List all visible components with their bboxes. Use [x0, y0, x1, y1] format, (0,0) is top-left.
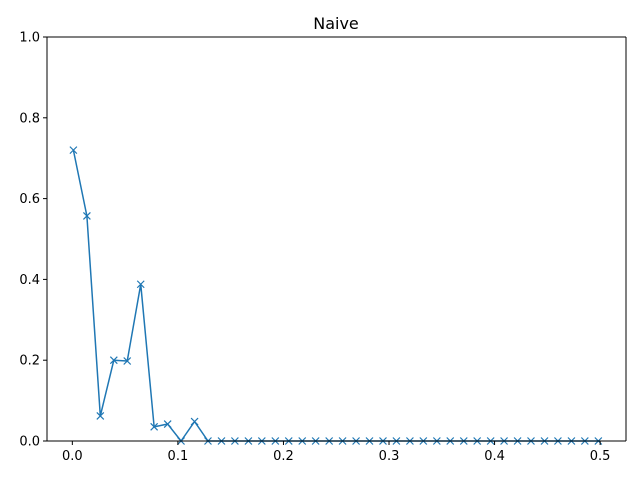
data-point-marker: [136, 280, 145, 289]
plot-background: [47, 37, 626, 441]
marker-stroke: [163, 420, 172, 428]
data-point-marker: [69, 146, 78, 155]
data-point-marker: [163, 420, 172, 428]
x-tick-label: 0.3: [379, 449, 400, 464]
chart-title: Naive: [313, 14, 359, 33]
x-tick-label: 0.5: [590, 449, 611, 464]
marker-stroke: [96, 412, 105, 420]
y-tick-label: 0.6: [19, 192, 40, 207]
x-tick-label: 0.2: [273, 449, 294, 464]
y-tick-label: 0.0: [19, 435, 40, 450]
data-point-marker: [123, 357, 132, 365]
data-point-marker: [150, 422, 159, 431]
marker-stroke: [82, 212, 91, 220]
data-point-marker: [190, 417, 199, 426]
y-tick-label: 0.8: [19, 111, 40, 126]
data-point-marker: [82, 212, 91, 220]
y-tick-label: 1.0: [19, 31, 40, 46]
plot-area: [47, 37, 626, 441]
marker-stroke: [190, 417, 199, 426]
x-tick-label: 0.1: [168, 449, 189, 464]
marker-stroke: [136, 280, 145, 289]
marker-stroke: [150, 422, 159, 431]
marker-stroke: [69, 146, 78, 155]
y-tick-label: 0.2: [19, 354, 40, 369]
marker-stroke: [123, 357, 132, 365]
axes-layer: 0.0 0.1 0.2 0.3 0.4 0.5 0.0 0.2 0.4 0.6 0.8 1.0: [19, 31, 627, 464]
data-point-marker: [96, 412, 105, 420]
y-tick-label: 0.4: [19, 273, 40, 288]
data-point-marker: [109, 356, 118, 365]
marker-stroke: [109, 356, 118, 365]
x-tick-label: 0.4: [484, 449, 505, 464]
x-tick-label: 0.0: [62, 449, 83, 464]
